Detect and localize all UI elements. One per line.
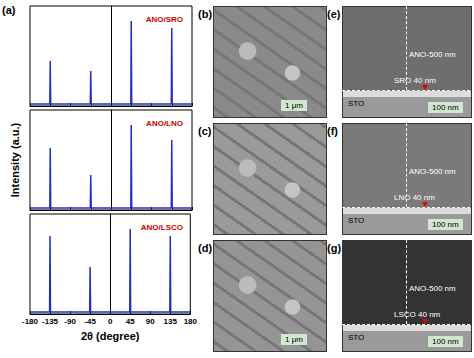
svg-text:90: 90 xyxy=(146,317,155,326)
html-text:100 nm: 100 nm xyxy=(432,103,459,112)
svg-text:-180: -180 xyxy=(22,317,39,326)
html-text:100 nm: 100 nm xyxy=(432,337,459,346)
html-text:LSCO 40 nm: LSCO 40 nm xyxy=(394,310,441,319)
svg-text:(a): (a) xyxy=(2,4,16,16)
html-text:ANO-500 nm: ANO-500 nm xyxy=(409,50,456,59)
html-text:(e): (e) xyxy=(327,8,341,20)
html-text:STO: STO xyxy=(348,99,365,108)
html-text:(d): (d) xyxy=(198,242,212,254)
svg-text:2θ (degree): 2θ (degree) xyxy=(81,330,140,342)
html-text:(g): (g) xyxy=(327,242,341,254)
svg-text:ANO/LNO: ANO/LNO xyxy=(146,119,183,128)
html-text:ANO-500 nm: ANO-500 nm xyxy=(409,284,456,293)
html-text:1 μm: 1 μm xyxy=(285,101,303,110)
svg-text:-45: -45 xyxy=(84,317,96,326)
html-text:ANO-500 nm: ANO-500 nm xyxy=(409,167,456,176)
svg-text:-90: -90 xyxy=(64,317,76,326)
svg-text:-135: -135 xyxy=(42,317,59,326)
html-text:STO: STO xyxy=(348,333,365,342)
html-text:STO: STO xyxy=(348,216,365,225)
html-text:(c): (c) xyxy=(198,125,212,137)
html-text:LNO 40 nm: LNO 40 nm xyxy=(394,193,435,202)
svg-text:45: 45 xyxy=(126,317,135,326)
html-text:100 nm: 100 nm xyxy=(432,220,459,229)
html-text:SRO 40 nm: SRO 40 nm xyxy=(394,76,436,85)
html-text:1 μm: 1 μm xyxy=(285,335,303,344)
svg-text:ANO/LSCO: ANO/LSCO xyxy=(141,223,183,232)
html-text:(f): (f) xyxy=(327,125,338,137)
html-text:(b): (b) xyxy=(198,8,212,20)
svg-text:135: 135 xyxy=(164,317,178,326)
svg-text:0: 0 xyxy=(108,317,113,326)
svg-text:Intensity (a.u.): Intensity (a.u.) xyxy=(9,122,21,197)
svg-text:180: 180 xyxy=(184,317,198,326)
svg-text:ANO/SRO: ANO/SRO xyxy=(146,15,183,24)
